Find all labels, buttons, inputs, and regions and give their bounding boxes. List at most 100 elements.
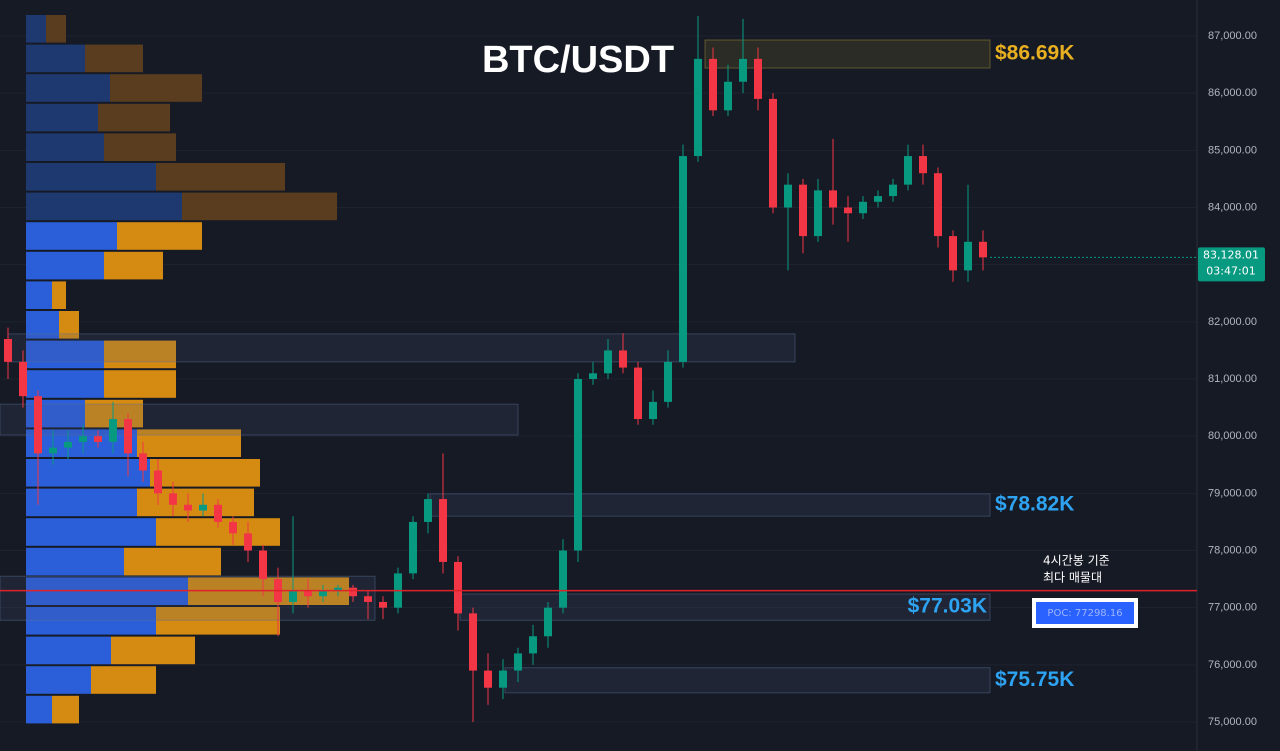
candle-body [964, 241, 972, 271]
y-tick-label: 80,000.00 [1208, 430, 1257, 442]
profile-sell [150, 459, 260, 487]
profile-buy [26, 74, 110, 102]
zone [0, 575, 376, 621]
profile-sell [85, 44, 143, 73]
annotation: 최다 매물대 [1043, 571, 1102, 585]
candle-body [169, 493, 177, 505]
annotation: 4시간봉 기준 [1043, 554, 1110, 568]
y-tick-label: 78,000.00 [1208, 544, 1257, 556]
candle-body [139, 453, 147, 471]
candle-body [859, 201, 867, 214]
profile-buy [26, 192, 182, 221]
candle-body [289, 590, 297, 602]
profile-buy [26, 311, 59, 339]
candle-body [799, 184, 807, 237]
profile-sell [117, 222, 202, 250]
candle-body [109, 419, 117, 442]
candle-body [679, 156, 687, 362]
y-tick-label: 82,000.00 [1208, 316, 1257, 328]
candle-body [79, 436, 87, 442]
candle-body [784, 184, 792, 208]
candle-body [574, 379, 582, 551]
profile-buy [26, 547, 124, 576]
candle-body [49, 447, 57, 454]
profile-buy [26, 607, 156, 635]
candle-body [949, 236, 957, 271]
candle-body [19, 361, 27, 397]
poc-box [1036, 602, 1134, 624]
profile-buy [26, 281, 52, 309]
candle-body [694, 58, 702, 157]
zone [0, 403, 519, 436]
candle-body [409, 521, 417, 574]
candle-body [979, 241, 987, 258]
zone [504, 667, 991, 694]
profile-buy [26, 340, 104, 369]
zone [704, 39, 991, 69]
profile-sell [104, 370, 176, 398]
profile-buy [26, 518, 156, 546]
candle-body [514, 653, 522, 671]
y-tick-label: 81,000.00 [1208, 373, 1257, 385]
profile-buy [26, 222, 117, 250]
candle-body [559, 550, 567, 608]
y-tick-label: 86,000.00 [1208, 87, 1257, 99]
profile-buy [26, 666, 91, 694]
profile-sell [52, 695, 79, 724]
chart-title: BTC/USDT [482, 39, 674, 81]
profile-buy [26, 163, 156, 191]
volume-profile [26, 15, 349, 724]
last-price-label: 83,128.01 [1203, 248, 1259, 261]
candle-body [124, 419, 132, 454]
poc-label: POC: 77298.16 [1047, 608, 1122, 619]
y-tick-label: 75,000.00 [1208, 716, 1257, 728]
candle-body [349, 587, 357, 597]
candle-body [664, 361, 672, 402]
candle-body [529, 636, 537, 654]
candle-body [934, 173, 942, 237]
zone-label: $78.82K [995, 493, 1074, 516]
profile-buy [26, 370, 104, 398]
candle-body [469, 613, 477, 671]
y-tick-label: 87,000.00 [1208, 30, 1257, 42]
candle-body [379, 601, 387, 608]
candle-body [874, 196, 882, 202]
candle-body [229, 521, 237, 534]
candle-body [454, 561, 462, 614]
candle-body [64, 441, 72, 448]
candle-body [649, 401, 657, 420]
profile-sell [104, 251, 163, 280]
candle-body [904, 156, 912, 185]
profile-sell [98, 103, 170, 132]
candle-body [619, 350, 627, 368]
profile-sell [156, 607, 280, 635]
profile-buy [26, 429, 137, 457]
zone-label: $75.75K [995, 668, 1074, 691]
profile-buy [26, 695, 52, 724]
candle-body [919, 156, 927, 174]
profile-sell [91, 666, 156, 694]
candle-body [484, 670, 492, 688]
candle-body [94, 436, 102, 442]
candle-body [334, 587, 342, 591]
candle-body [769, 98, 777, 208]
candle-body [739, 58, 747, 82]
candle-body [4, 338, 12, 362]
zone [429, 493, 991, 517]
candle-body [844, 207, 852, 214]
profile-buy [26, 251, 104, 280]
zones: $86.69K $78.82K $77.03K $75.75K [0, 39, 1074, 694]
candle-body [439, 499, 447, 562]
candle-body [304, 590, 312, 597]
candle-body [214, 504, 222, 522]
profile-sell [182, 192, 337, 221]
profile-buy [26, 488, 137, 517]
y-tick-label: 76,000.00 [1208, 659, 1257, 671]
y-tick-label: 79,000.00 [1208, 487, 1257, 499]
profile-sell [52, 281, 66, 309]
candle-body [319, 590, 327, 597]
candle-body [364, 596, 372, 602]
candle-body [829, 190, 837, 208]
profile-buy [26, 636, 111, 665]
